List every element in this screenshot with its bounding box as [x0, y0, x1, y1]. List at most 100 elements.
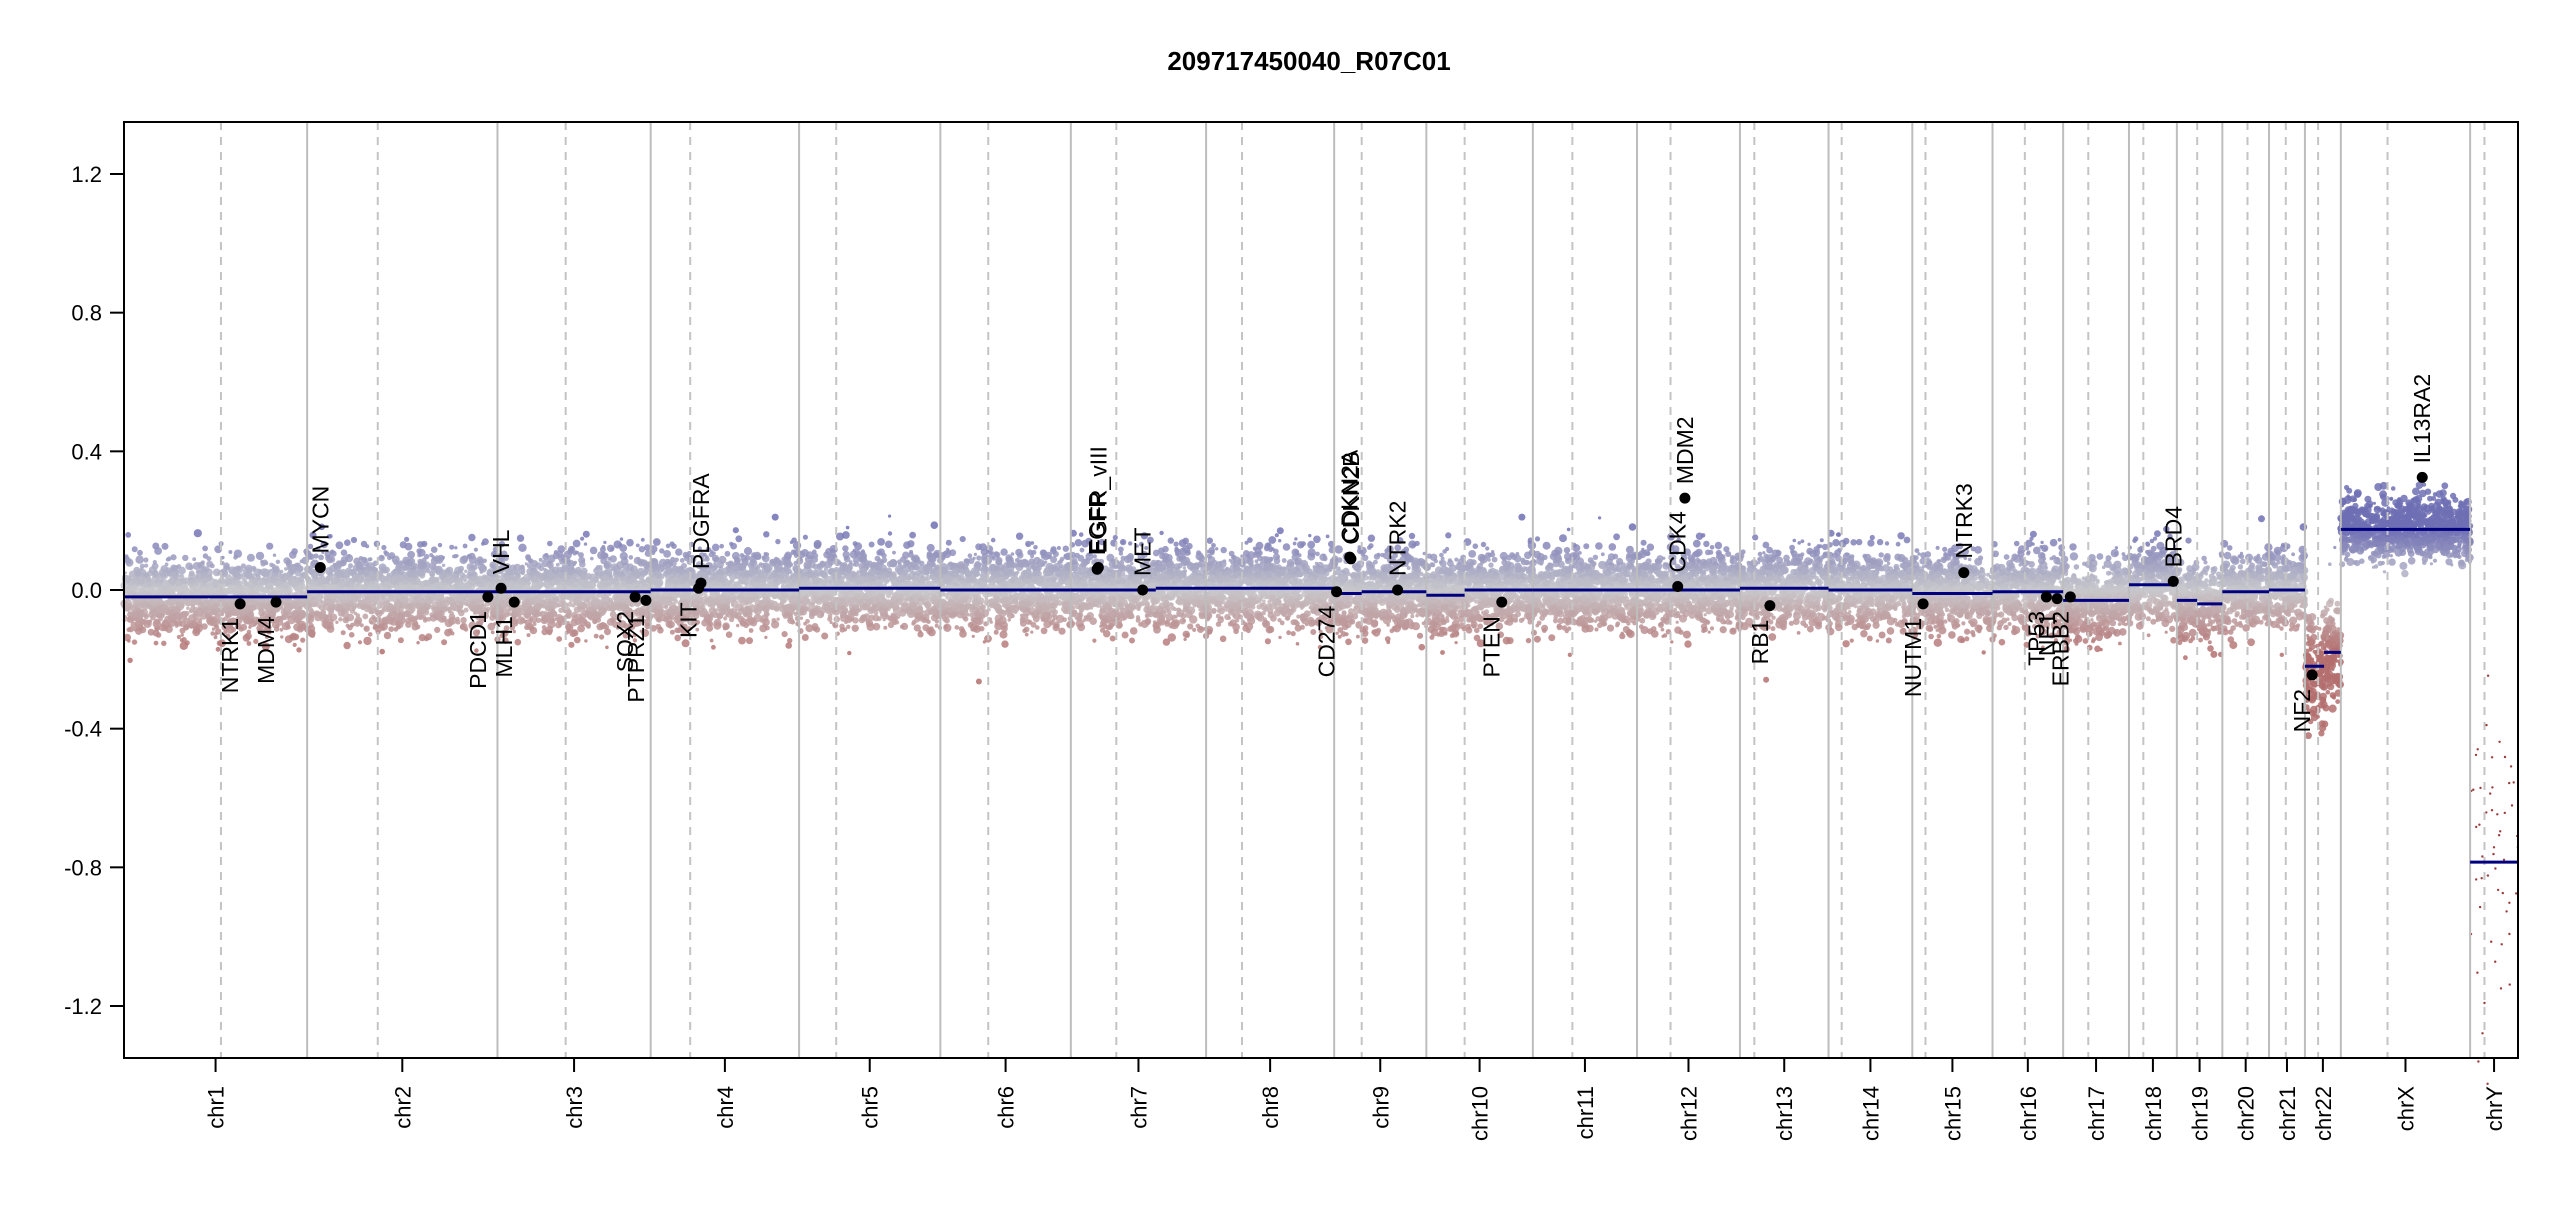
probe-point: [567, 602, 573, 607]
probe-point: [293, 575, 297, 580]
probe-point: [127, 657, 133, 663]
probe-point: [437, 600, 444, 608]
probe-point: [430, 546, 438, 553]
probe-point: [581, 580, 590, 589]
probe-point: [342, 610, 346, 615]
probe-point: [718, 622, 722, 627]
probe-point: [547, 540, 553, 547]
probe-point: [423, 598, 428, 603]
probe-point: [200, 560, 205, 565]
probe-point: [176, 634, 181, 640]
probe-point: [619, 576, 624, 582]
probe-point: [665, 543, 671, 549]
probe-point: [414, 621, 419, 626]
probe-point: [713, 608, 718, 613]
probe-point: [362, 576, 369, 583]
probe-point: [441, 563, 446, 567]
probe-point: [657, 627, 664, 634]
probe-point: [765, 625, 770, 631]
probe-point: [360, 605, 366, 611]
probe-point: [728, 571, 738, 581]
probe-point: [176, 564, 182, 569]
probe-point: [135, 555, 144, 564]
probe-point: [196, 608, 204, 616]
probe-point: [342, 603, 350, 610]
probe-point: [143, 557, 149, 563]
probe-point: [289, 634, 295, 640]
probe-point: [409, 616, 416, 623]
probe-point: [379, 566, 387, 574]
probe-point: [755, 553, 762, 561]
probe-point: [930, 521, 939, 529]
probe-point: [380, 577, 385, 583]
probe-point: [125, 532, 132, 538]
probe-point: [786, 576, 791, 581]
probe-point: [535, 617, 542, 623]
probe-point: [387, 592, 395, 600]
probe-point: [275, 559, 281, 564]
probe-point: [618, 543, 623, 547]
probe-point: [249, 605, 255, 611]
probe-point: [383, 550, 388, 555]
probe-point: [605, 562, 609, 567]
probe-point: [430, 594, 437, 601]
probe-point: [385, 600, 390, 605]
probe-point: [133, 627, 138, 632]
probe-point: [748, 628, 754, 633]
probe-point: [783, 566, 789, 571]
probe-point: [558, 600, 565, 608]
probe-point: [192, 628, 201, 637]
probe-point: [769, 559, 775, 565]
probe-point: [309, 609, 315, 614]
probe-point: [291, 610, 298, 617]
probe-point: [703, 597, 713, 606]
probe-point: [729, 608, 738, 616]
probe-point: [166, 556, 172, 561]
probe-point: [312, 572, 319, 579]
probe-point: [565, 612, 573, 619]
probe-point: [364, 626, 368, 631]
probe-point: [154, 547, 163, 555]
probe-point: [531, 581, 539, 590]
probe-point: [381, 544, 387, 551]
probe-point: [474, 578, 481, 585]
probe-point: [402, 566, 407, 571]
probe-point: [582, 530, 590, 538]
probe-point: [596, 594, 601, 599]
probe-point: [392, 611, 398, 617]
probe-point: [370, 604, 377, 610]
probe-point: [458, 568, 464, 574]
probe-point: [136, 576, 145, 585]
probe-point: [157, 582, 162, 587]
probe-point: [413, 596, 420, 603]
probe-point: [599, 634, 605, 640]
probe-point: [668, 578, 674, 584]
probe-point: [789, 594, 798, 604]
probe-point: [570, 618, 578, 627]
probe-point: [183, 597, 190, 605]
probe-point: [739, 553, 745, 558]
probe-point: [747, 569, 756, 577]
probe-point: [280, 635, 284, 639]
probe-point: [584, 621, 591, 628]
probe-point: [771, 594, 777, 600]
probe-point: [603, 540, 607, 545]
probe-point: [566, 628, 572, 634]
probe-point: [675, 548, 683, 556]
probe-point: [228, 550, 233, 554]
probe-point: [771, 618, 777, 623]
probe-point: [466, 553, 472, 559]
probe-point: [445, 607, 449, 611]
probe-point: [201, 587, 206, 592]
probe-point: [279, 587, 287, 595]
probe-point: [434, 626, 441, 634]
probe-point: [468, 594, 474, 600]
probe-point: [558, 607, 564, 614]
probe-point: [386, 582, 392, 588]
probe-point: [365, 544, 370, 549]
probe-point: [153, 640, 159, 646]
probe-point: [663, 550, 671, 558]
probe-point: [437, 542, 443, 548]
probe-point: [255, 551, 265, 561]
probe-point: [709, 612, 715, 619]
